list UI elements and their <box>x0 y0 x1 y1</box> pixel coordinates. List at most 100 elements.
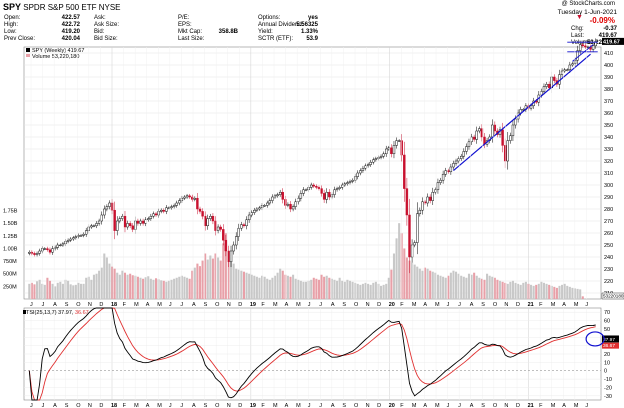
volume-bar <box>180 275 183 299</box>
indicator-x-axis-label: J <box>319 403 322 408</box>
volume-bar <box>242 271 245 299</box>
indicator-x-axis-label: N <box>504 403 508 408</box>
x-axis-label: M <box>273 302 278 308</box>
x-axis-label: D <box>99 302 103 308</box>
quote-label: Ask: <box>94 15 106 21</box>
candle-body <box>361 167 365 171</box>
price-tick-label: 220 <box>604 279 613 285</box>
volume-bar <box>235 268 238 299</box>
volume-bar <box>48 280 52 299</box>
volume-label: Volume: <box>571 40 593 46</box>
x-axis-label: D <box>377 302 381 308</box>
highlight-circle <box>585 331 605 347</box>
volume-bar <box>170 279 173 299</box>
candle-body <box>315 185 318 188</box>
price-tick-label: 270 <box>604 219 613 225</box>
volume-bar <box>217 257 220 299</box>
candle-body <box>100 214 103 222</box>
volume-bar <box>255 276 258 299</box>
volume-bar <box>201 260 204 299</box>
volume-bar <box>165 281 168 299</box>
volume-bar <box>369 284 372 299</box>
volume-bar <box>167 280 170 299</box>
candle-body <box>172 205 176 207</box>
candle-body <box>377 157 380 159</box>
volume-bar <box>281 270 284 299</box>
candle-body <box>222 229 225 241</box>
volume-bar <box>191 270 194 299</box>
indicator-x-axis-label: A <box>192 403 196 408</box>
volume-bar <box>173 278 176 299</box>
candle-body <box>418 209 422 215</box>
volume-bar <box>103 253 106 299</box>
indicator-x-axis-label: A <box>562 403 566 408</box>
volume-bar <box>144 277 147 299</box>
candle-body <box>211 215 215 222</box>
volume-bar <box>162 280 165 299</box>
candle-body <box>447 170 450 173</box>
chg-value: -0.37 <box>603 26 617 32</box>
x-axis-label: M <box>134 302 139 308</box>
volume-bar <box>79 283 83 299</box>
candle-body <box>240 224 243 229</box>
volume-bar <box>77 282 80 299</box>
volume-bar <box>286 275 289 299</box>
candle-body <box>92 225 96 227</box>
price-tick-label: 390 <box>604 75 613 81</box>
candle-body <box>457 158 460 162</box>
volume-bar <box>323 276 326 299</box>
candle-body <box>560 70 564 75</box>
quote-value: 1.33% <box>300 29 318 35</box>
candle-body <box>149 215 153 219</box>
candle-body <box>297 197 300 203</box>
candle-body <box>317 187 321 189</box>
candle-body <box>413 242 416 246</box>
volume-tag: 53220180 <box>603 294 624 299</box>
volume-bar <box>108 263 111 299</box>
wedge-line <box>572 44 594 62</box>
candle-body <box>237 227 240 237</box>
quote-label: Annual Dividend: <box>258 22 304 28</box>
candle-body <box>266 202 269 206</box>
candle-body <box>188 195 191 198</box>
volume-legend: Volume 53,220,180 <box>32 54 79 60</box>
x-axis-label: M <box>296 302 301 308</box>
candle-body <box>136 220 140 224</box>
candle-body <box>594 41 597 47</box>
candle-body <box>72 237 75 240</box>
candle-body <box>449 166 453 173</box>
indicator-x-axis-label: M <box>273 403 278 408</box>
quote-label: Prev Close: <box>4 36 36 42</box>
candle-body <box>46 248 49 251</box>
quote-value: 5.56325 <box>296 22 318 28</box>
candle-body <box>571 63 574 66</box>
volume-bar <box>147 276 150 299</box>
indicator-x-axis-label: F <box>539 403 543 408</box>
volume-bar <box>561 284 564 299</box>
tsi-tag: 37.97 <box>603 337 615 343</box>
candle-body <box>501 129 504 146</box>
volume-bar <box>372 282 375 299</box>
volume-bar <box>553 286 556 299</box>
volume-tick-label: 1.25B <box>3 234 18 240</box>
volume-bar <box>157 279 160 299</box>
volume-bar <box>175 277 178 299</box>
volume-bar <box>325 275 328 299</box>
volume-bar <box>421 270 424 299</box>
volume-bar <box>312 277 315 299</box>
volume-bar <box>211 258 214 299</box>
candle-body <box>506 140 509 162</box>
candle-body <box>462 151 466 157</box>
symbol-title: SPY SPDR S&P 500 ETF NYSE <box>3 2 121 12</box>
x-axis-label: J <box>585 302 588 308</box>
quote-date: Tuesday 1-Jun-2021 <box>557 9 617 16</box>
volume-bar <box>82 283 85 299</box>
candle-body <box>245 219 248 227</box>
volume-bar <box>483 279 486 299</box>
last-price-tag-bg <box>602 37 624 45</box>
price-tick-label: 360 <box>604 111 613 117</box>
candle-body <box>581 44 584 47</box>
candle-body <box>59 244 62 247</box>
volume-bar <box>581 296 584 299</box>
candle-body <box>170 206 173 209</box>
